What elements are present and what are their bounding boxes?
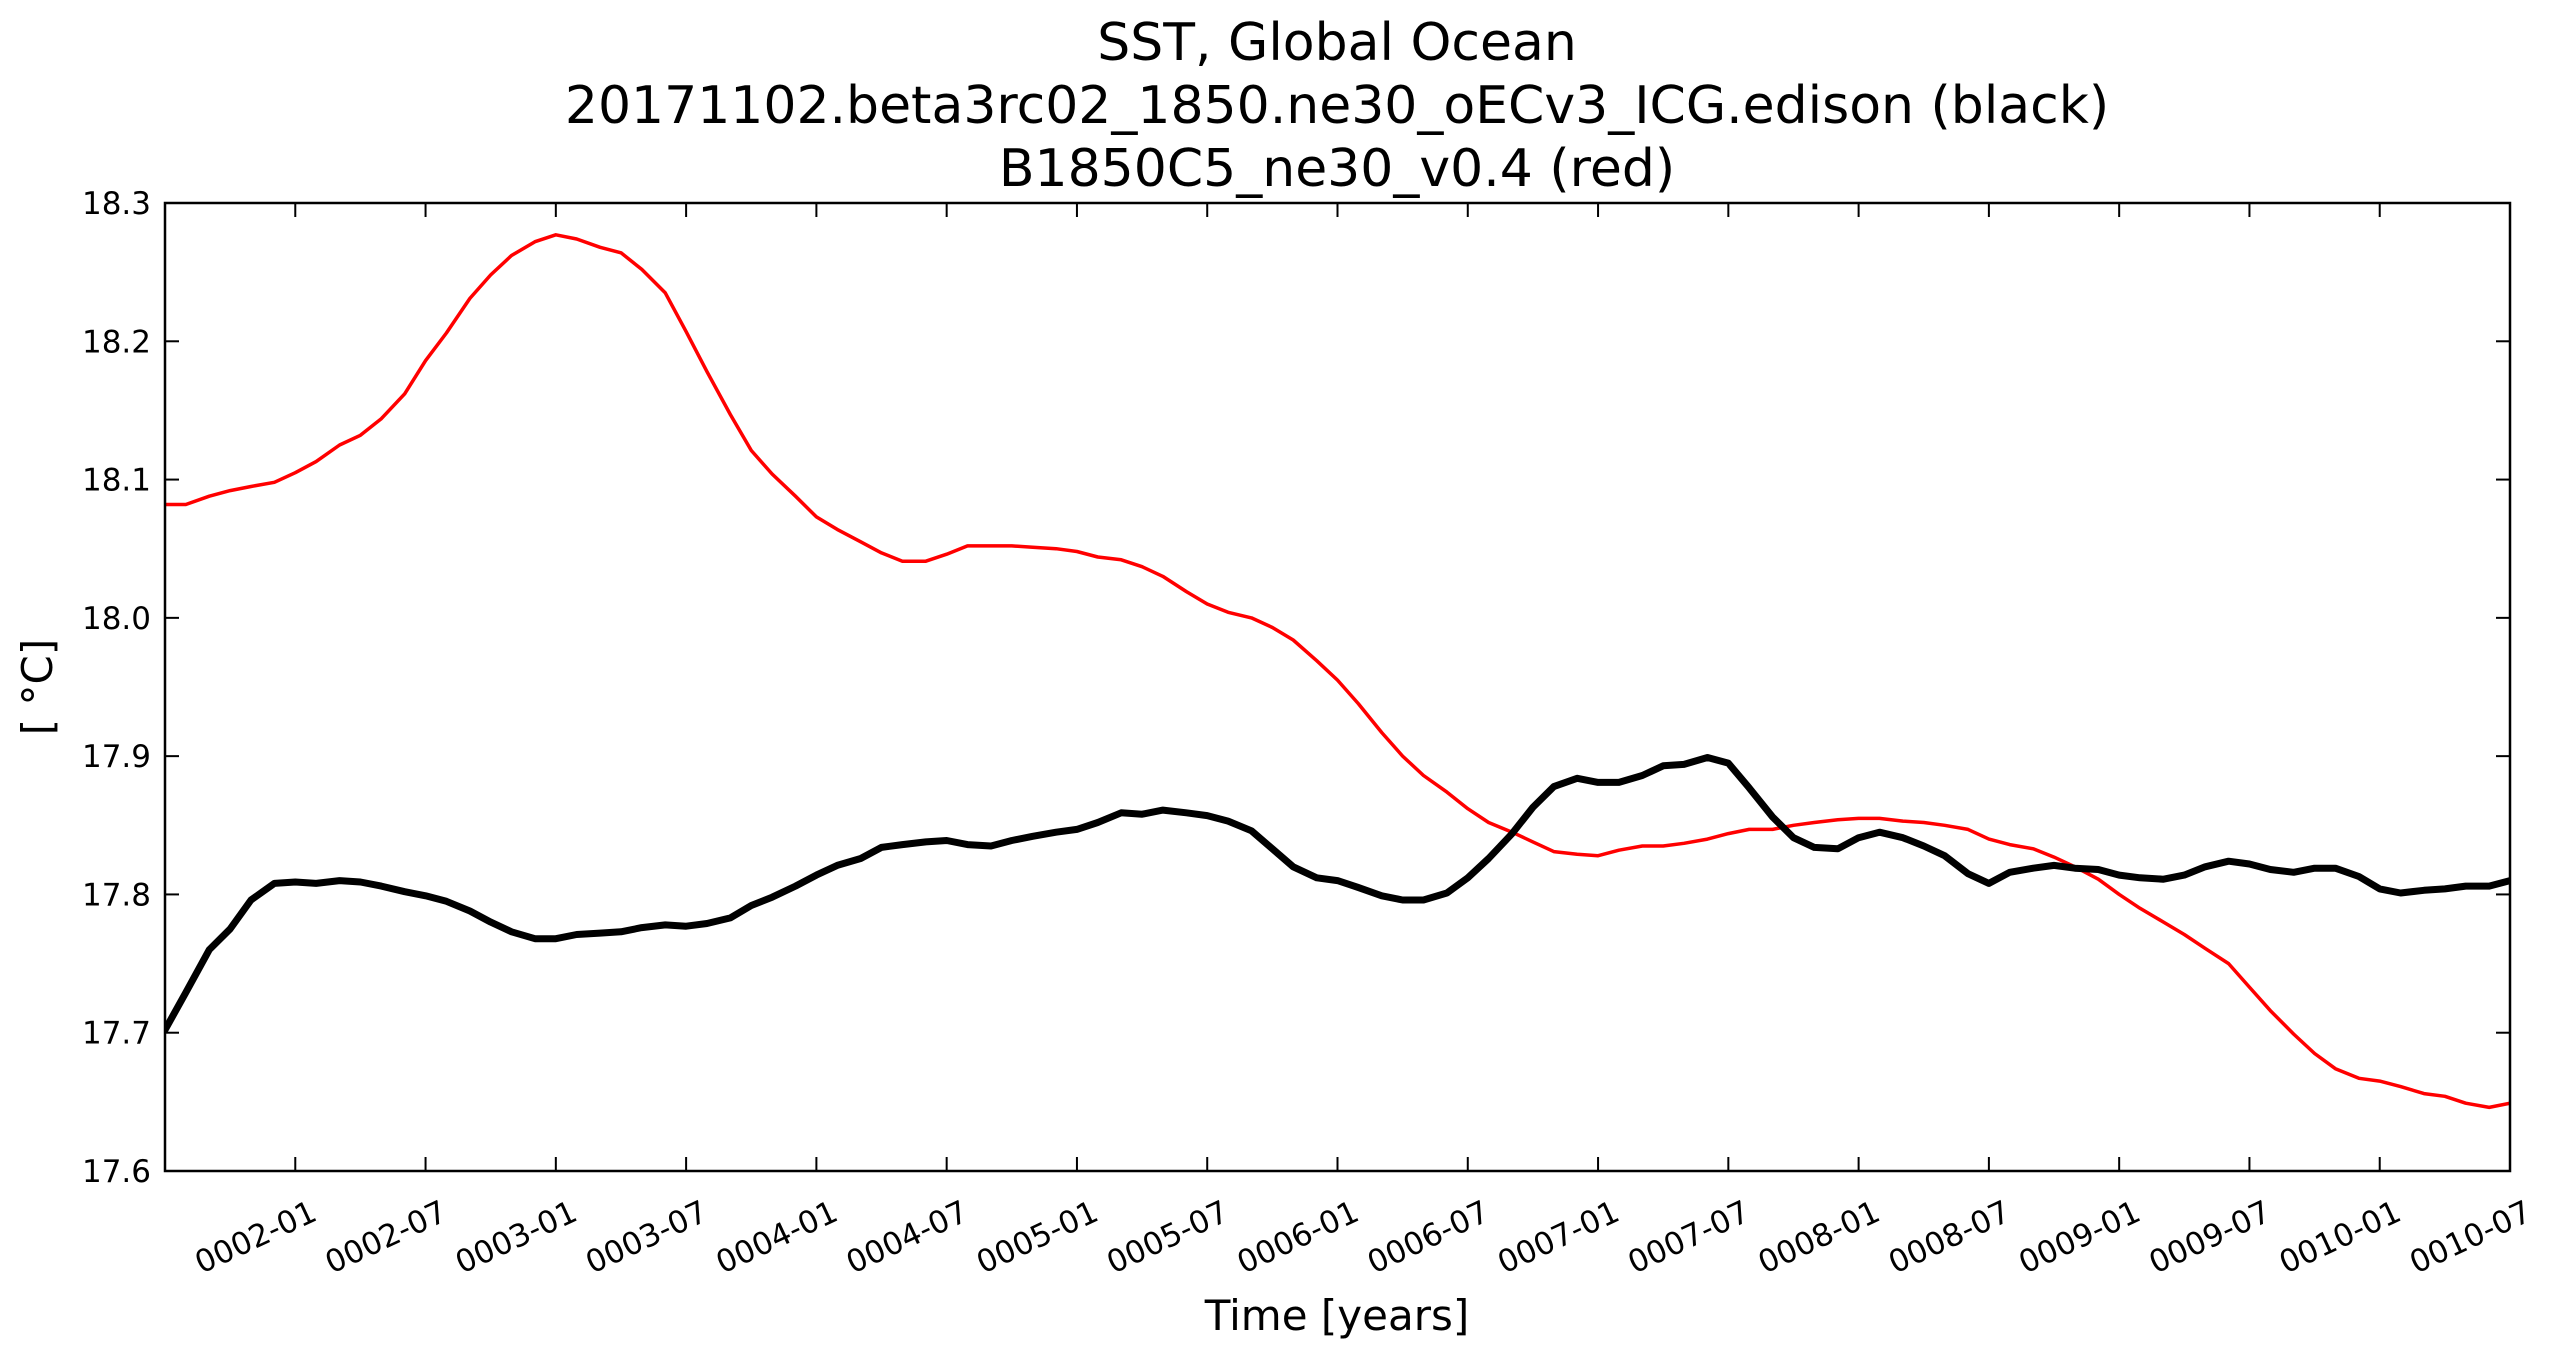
y-tick-label-7: 18.3 xyxy=(82,186,151,222)
chart-title-line-2: 20171102.beta3rc02_1850.ne30_oECv3_ICG.e… xyxy=(565,76,2109,136)
x-axis-label: Time [years] xyxy=(1204,1291,1470,1340)
y-tick-label-2: 17.8 xyxy=(82,877,151,913)
chart-title-line-3: B1850C5_ne30_v0.4 (red) xyxy=(999,139,1675,199)
series-line-1 xyxy=(165,754,2510,1034)
y-axis-label: [ °C] xyxy=(13,639,62,735)
y-tick-label-1: 17.7 xyxy=(82,1016,151,1052)
y-axis: 17.6 17.7 17.8 17.9 18.0 18.1 18.2 18.3 xyxy=(82,186,2510,1190)
y-tick-label-6: 18.2 xyxy=(82,324,151,360)
y-tick-label-3: 17.9 xyxy=(82,739,151,775)
y-tick-label-4: 18.0 xyxy=(82,601,151,637)
chart-title-line-1: SST, Global Ocean xyxy=(1097,13,1577,73)
y-tick-label-5: 18.1 xyxy=(82,463,151,499)
series-layer xyxy=(165,233,2510,1110)
y-tick-label-0: 17.6 xyxy=(82,1154,151,1190)
series-line-0 xyxy=(165,233,2510,1110)
